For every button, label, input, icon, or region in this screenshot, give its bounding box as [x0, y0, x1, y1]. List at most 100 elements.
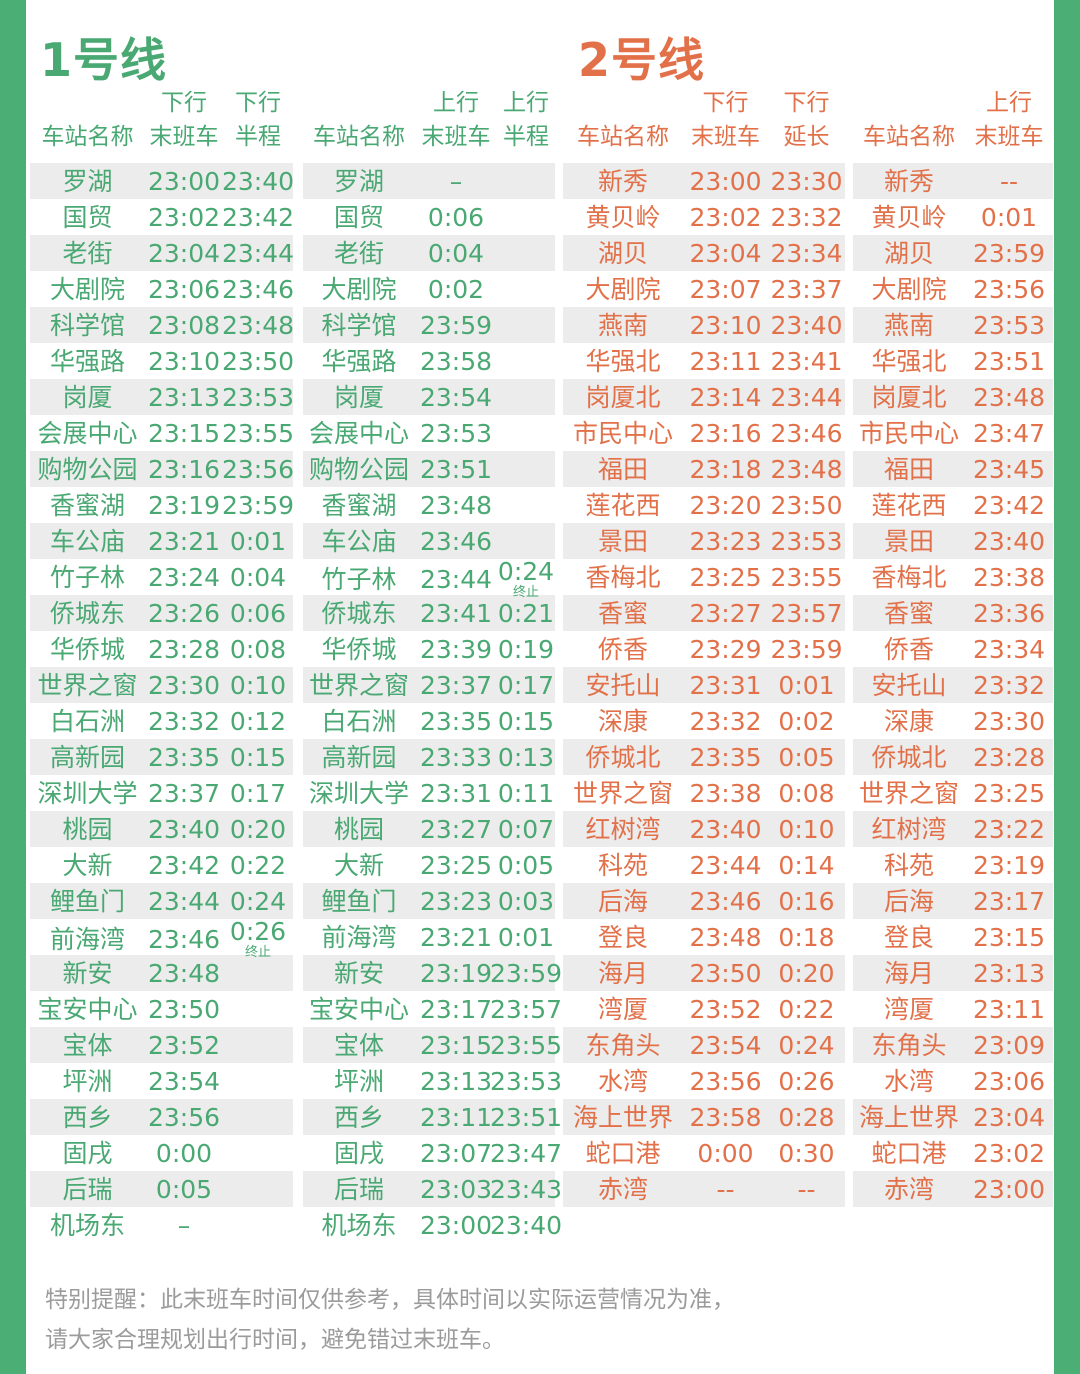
station-name: 白石洲 [49, 706, 125, 736]
station-name: 海上世界 [572, 1102, 673, 1132]
table-row: 坪洲 23:13 23:53 [303, 1063, 562, 1099]
table-row: 水湾 23:56 0:26 [563, 1063, 845, 1099]
station-name: 新安 [333, 958, 384, 988]
time-cell: 0:24 终止 [497, 557, 555, 600]
time-cell: 23:51 [419, 454, 493, 484]
table-row: 机场东 23:00 23:40 [303, 1207, 562, 1243]
time-cell: 23:48 [689, 922, 762, 952]
table-row: 新秀 -- [853, 163, 1053, 199]
station-name: 后海 [883, 886, 934, 916]
table-row: 红树湾 23:40 0:10 [563, 811, 845, 847]
station-name: 蛇口港 [585, 1138, 661, 1168]
time-cell: 23:37 [419, 670, 493, 700]
time-cell: 23:54 [689, 1030, 762, 1060]
column-header: 车站名称 [863, 123, 955, 150]
time-cell: 0:01 [980, 202, 1038, 232]
table-row: 湾厦 23:11 [853, 991, 1053, 1027]
time-cell: -- [999, 166, 1019, 196]
station-name: 深圳大学 [37, 778, 138, 808]
time-cell: 23:30 [770, 166, 843, 196]
station-name: 坪洲 [333, 1066, 384, 1096]
time-cell: 23:34 [972, 634, 1046, 664]
station-name: 桃园 [62, 814, 113, 844]
time-cell: 23:47 [489, 1138, 563, 1168]
station-name: 东角头 [871, 1030, 947, 1060]
time-cell: 0:26 [778, 1066, 835, 1096]
time-cell: 0:05 [155, 1174, 213, 1204]
table-row: 固戌 0:00 [30, 1135, 293, 1171]
time-cell: 23:28 [972, 742, 1046, 772]
line2-down-table: 车站名称 下行 末班车 下行 延长 新秀 23:00 23:30 黄贝岭 23:02 23:32 湖贝… [563, 86, 845, 1207]
station-name: 侨香 [883, 634, 934, 664]
time-cell: 23:11 [419, 1102, 493, 1132]
station-name: 赤湾 [597, 1174, 648, 1204]
time-cell: 0:15 [497, 706, 555, 736]
station-name: 华强路 [321, 346, 397, 376]
line1-down-table: 车站名称 下行 末班车 下行 半程 罗湖 23:00 23:40 国贸 23:02 23:42 老街 2… [30, 86, 294, 1243]
table-row: 鲤鱼门 23:23 0:03 [303, 883, 555, 919]
table-row: 桃园 23:27 0:07 [303, 811, 555, 847]
time-cell: 23:30 [972, 706, 1046, 736]
time-cell: 23:53 [770, 526, 843, 556]
time-cell: 23:09 [972, 1030, 1046, 1060]
time-cell: 23:55 [770, 562, 843, 592]
station-name: 蛇口港 [871, 1138, 947, 1168]
station-name: 登良 [597, 922, 648, 952]
time-cell: 23:58 [419, 346, 493, 376]
time-cell: 23:16 [689, 418, 762, 448]
time-cell: 0:06 [427, 202, 485, 232]
time-cell: 0:04 [229, 562, 287, 592]
time-cell: 23:02 [972, 1138, 1046, 1168]
time-cell: 0:12 [229, 706, 287, 736]
table-row: 海月 23:13 [853, 955, 1053, 991]
table-row: 车公庙 23:21 0:01 [30, 523, 293, 559]
station-name: 前海湾 [49, 924, 125, 954]
table-row: 福田 23:18 23:48 [563, 451, 845, 487]
table-row: 赤湾 -- -- [563, 1171, 845, 1207]
table-row: 燕南 23:10 23:40 [563, 307, 845, 343]
table-row: 罗湖 23:00 23:40 [30, 163, 294, 199]
time-cell: 23:06 [147, 274, 221, 304]
station-name: 世界之窗 [572, 778, 673, 808]
station-name: 燕南 [883, 310, 934, 340]
time-cell: 23:54 [147, 1066, 221, 1096]
table-row: 大新 23:25 0:05 [303, 847, 555, 883]
time-cell: 23:23 [689, 526, 762, 556]
station-name: 后瑞 [62, 1174, 113, 1204]
time-cell: 0:14 [778, 850, 835, 880]
station-name: 侨城北 [871, 742, 947, 772]
station-name: 后海 [597, 886, 648, 916]
time-cell: 23:02 [147, 202, 221, 232]
table-header: 车站名称 下行 末班车 下行 延长 [563, 86, 845, 163]
time-cell: 0:22 [229, 850, 287, 880]
table-row: 科学馆 23:59 [303, 307, 555, 343]
station-name: 桃园 [333, 814, 384, 844]
time-cell: 23:07 [419, 1138, 493, 1168]
station-name: 岗厦北 [871, 382, 947, 412]
station-name: 西乡 [62, 1102, 113, 1132]
time-cell: 23:32 [689, 706, 762, 736]
time-cell: 23:17 [972, 886, 1046, 916]
table-row: 海上世界 23:58 0:28 [563, 1099, 845, 1135]
time-cell: 0:16 [778, 886, 835, 916]
time-cell: 23:52 [689, 994, 762, 1024]
time-cell: 23:48 [419, 490, 493, 520]
table-header: 车站名称 下行 末班车 下行 半程 [30, 86, 293, 163]
station-name: 深康 [883, 706, 934, 736]
time-cell: 23:27 [419, 814, 493, 844]
station-name: 购物公园 [37, 454, 138, 484]
table-row: 白石洲 23:35 0:15 [303, 703, 555, 739]
station-name: 红树湾 [871, 814, 947, 844]
table-row: 大剧院 23:06 23:46 [30, 271, 294, 307]
table-row: 华强北 23:51 [853, 343, 1053, 379]
station-name: 景田 [883, 526, 934, 556]
time-cell: 23:08 [147, 310, 221, 340]
table-row: 侨城北 23:35 0:05 [563, 739, 845, 775]
time-cell: 23:04 [147, 238, 221, 268]
table-row: 大新 23:42 0:22 [30, 847, 293, 883]
time-cell: 23:58 [689, 1102, 762, 1132]
table-row: 赤湾 23:00 [853, 1171, 1053, 1207]
time-cell: 23:38 [972, 562, 1046, 592]
time-cell: 0:24 [778, 1030, 835, 1060]
station-name: 红树湾 [585, 814, 661, 844]
